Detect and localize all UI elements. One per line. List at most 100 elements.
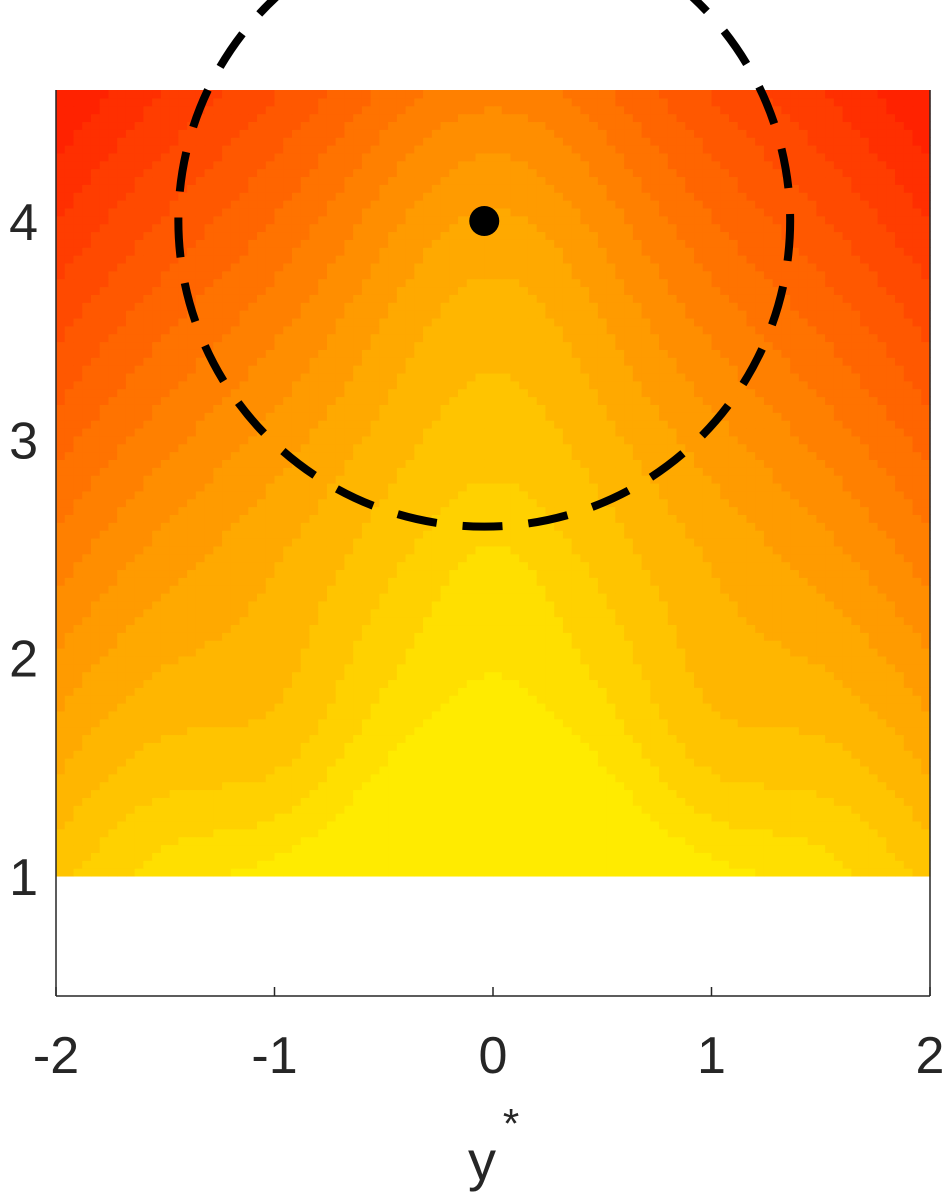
field-cell bbox=[396, 537, 407, 547]
field-cell bbox=[283, 608, 293, 618]
field-cell bbox=[90, 828, 101, 838]
field-cell bbox=[571, 836, 581, 846]
field-cell bbox=[405, 498, 415, 508]
field-cell bbox=[335, 530, 346, 539]
field-cell bbox=[781, 600, 791, 610]
field-cell bbox=[886, 679, 896, 688]
field-cell bbox=[842, 695, 852, 704]
field-cell bbox=[772, 797, 783, 806]
field-cell bbox=[851, 868, 861, 877]
field-cell bbox=[702, 655, 713, 665]
field-cell bbox=[545, 695, 555, 704]
field-cell bbox=[99, 734, 110, 743]
field-cell bbox=[851, 797, 861, 806]
field-cell bbox=[571, 569, 581, 578]
field-cell bbox=[195, 553, 206, 563]
field-cell bbox=[125, 703, 136, 712]
field-cell bbox=[694, 765, 704, 775]
field-cell bbox=[257, 616, 267, 626]
field-cell bbox=[108, 522, 118, 531]
field-cell bbox=[484, 569, 494, 578]
field-cell bbox=[868, 750, 879, 759]
field-cell bbox=[335, 687, 346, 696]
field-cell bbox=[405, 860, 415, 869]
field-cell bbox=[667, 813, 678, 822]
field-cell bbox=[423, 553, 433, 563]
field-cell bbox=[239, 592, 249, 602]
field-cell bbox=[230, 868, 241, 877]
field-cell bbox=[73, 585, 83, 594]
field-cell bbox=[388, 687, 398, 696]
field-cell bbox=[589, 742, 599, 751]
field-cell bbox=[379, 592, 389, 602]
field-cell bbox=[493, 734, 503, 743]
field-cell bbox=[99, 600, 110, 610]
field-cell bbox=[335, 569, 346, 578]
field-cell bbox=[335, 695, 346, 704]
field-cell bbox=[353, 742, 363, 751]
field-cell bbox=[903, 640, 914, 649]
field-cell bbox=[379, 718, 389, 728]
field-cell bbox=[178, 490, 188, 500]
field-cell bbox=[501, 797, 512, 806]
field-cell bbox=[300, 616, 311, 626]
field-cell bbox=[152, 844, 162, 853]
field-cell bbox=[632, 616, 643, 626]
field-cell bbox=[825, 726, 835, 736]
field-cell bbox=[440, 742, 450, 751]
field-cell bbox=[160, 640, 171, 649]
field-cell bbox=[431, 758, 442, 767]
field-cell bbox=[702, 663, 713, 673]
field-cell bbox=[720, 860, 730, 869]
field-cell bbox=[56, 498, 66, 508]
field-cell bbox=[187, 789, 197, 798]
field-cell bbox=[650, 608, 660, 618]
field-cell bbox=[466, 789, 477, 798]
field-cell bbox=[440, 750, 450, 759]
field-cell bbox=[895, 710, 905, 720]
field-cell bbox=[746, 569, 756, 578]
field-cell bbox=[763, 585, 774, 594]
field-cell bbox=[64, 592, 75, 602]
field-cell bbox=[248, 718, 258, 728]
field-cell bbox=[632, 506, 643, 515]
field-cell bbox=[641, 828, 651, 838]
field-cell bbox=[82, 671, 92, 681]
field-cell bbox=[108, 514, 118, 523]
field-cell bbox=[152, 695, 162, 704]
field-cell bbox=[545, 490, 555, 500]
field-cell bbox=[624, 860, 634, 869]
field-cell bbox=[318, 585, 328, 594]
field-cell bbox=[886, 498, 896, 508]
field-cell bbox=[204, 805, 214, 814]
field-cell bbox=[868, 789, 879, 798]
field-cell bbox=[833, 600, 844, 610]
field-cell bbox=[431, 577, 442, 586]
field-cell bbox=[527, 718, 538, 728]
field-cell bbox=[160, 569, 171, 578]
field-cell bbox=[554, 797, 564, 806]
field-cell bbox=[143, 592, 153, 602]
field-cell bbox=[344, 703, 354, 712]
field-cell bbox=[763, 695, 774, 704]
field-cell bbox=[82, 585, 92, 594]
field-cell bbox=[632, 813, 643, 822]
field-cell bbox=[562, 498, 573, 508]
field-cell bbox=[300, 734, 311, 743]
field-cell bbox=[56, 773, 66, 783]
field-cell bbox=[361, 703, 372, 712]
field-cell bbox=[274, 648, 284, 657]
field-cell bbox=[624, 781, 634, 791]
field-cell bbox=[230, 742, 241, 751]
field-cell bbox=[833, 616, 844, 626]
field-cell bbox=[527, 514, 538, 523]
field-cell bbox=[912, 820, 922, 830]
field-cell bbox=[291, 805, 302, 814]
field-cell bbox=[204, 781, 214, 791]
field-cell bbox=[912, 758, 922, 767]
field-cell bbox=[90, 616, 101, 626]
field-cell bbox=[720, 679, 730, 688]
field-cell bbox=[877, 750, 887, 759]
field-cell bbox=[423, 632, 433, 641]
field-cell bbox=[213, 726, 223, 736]
